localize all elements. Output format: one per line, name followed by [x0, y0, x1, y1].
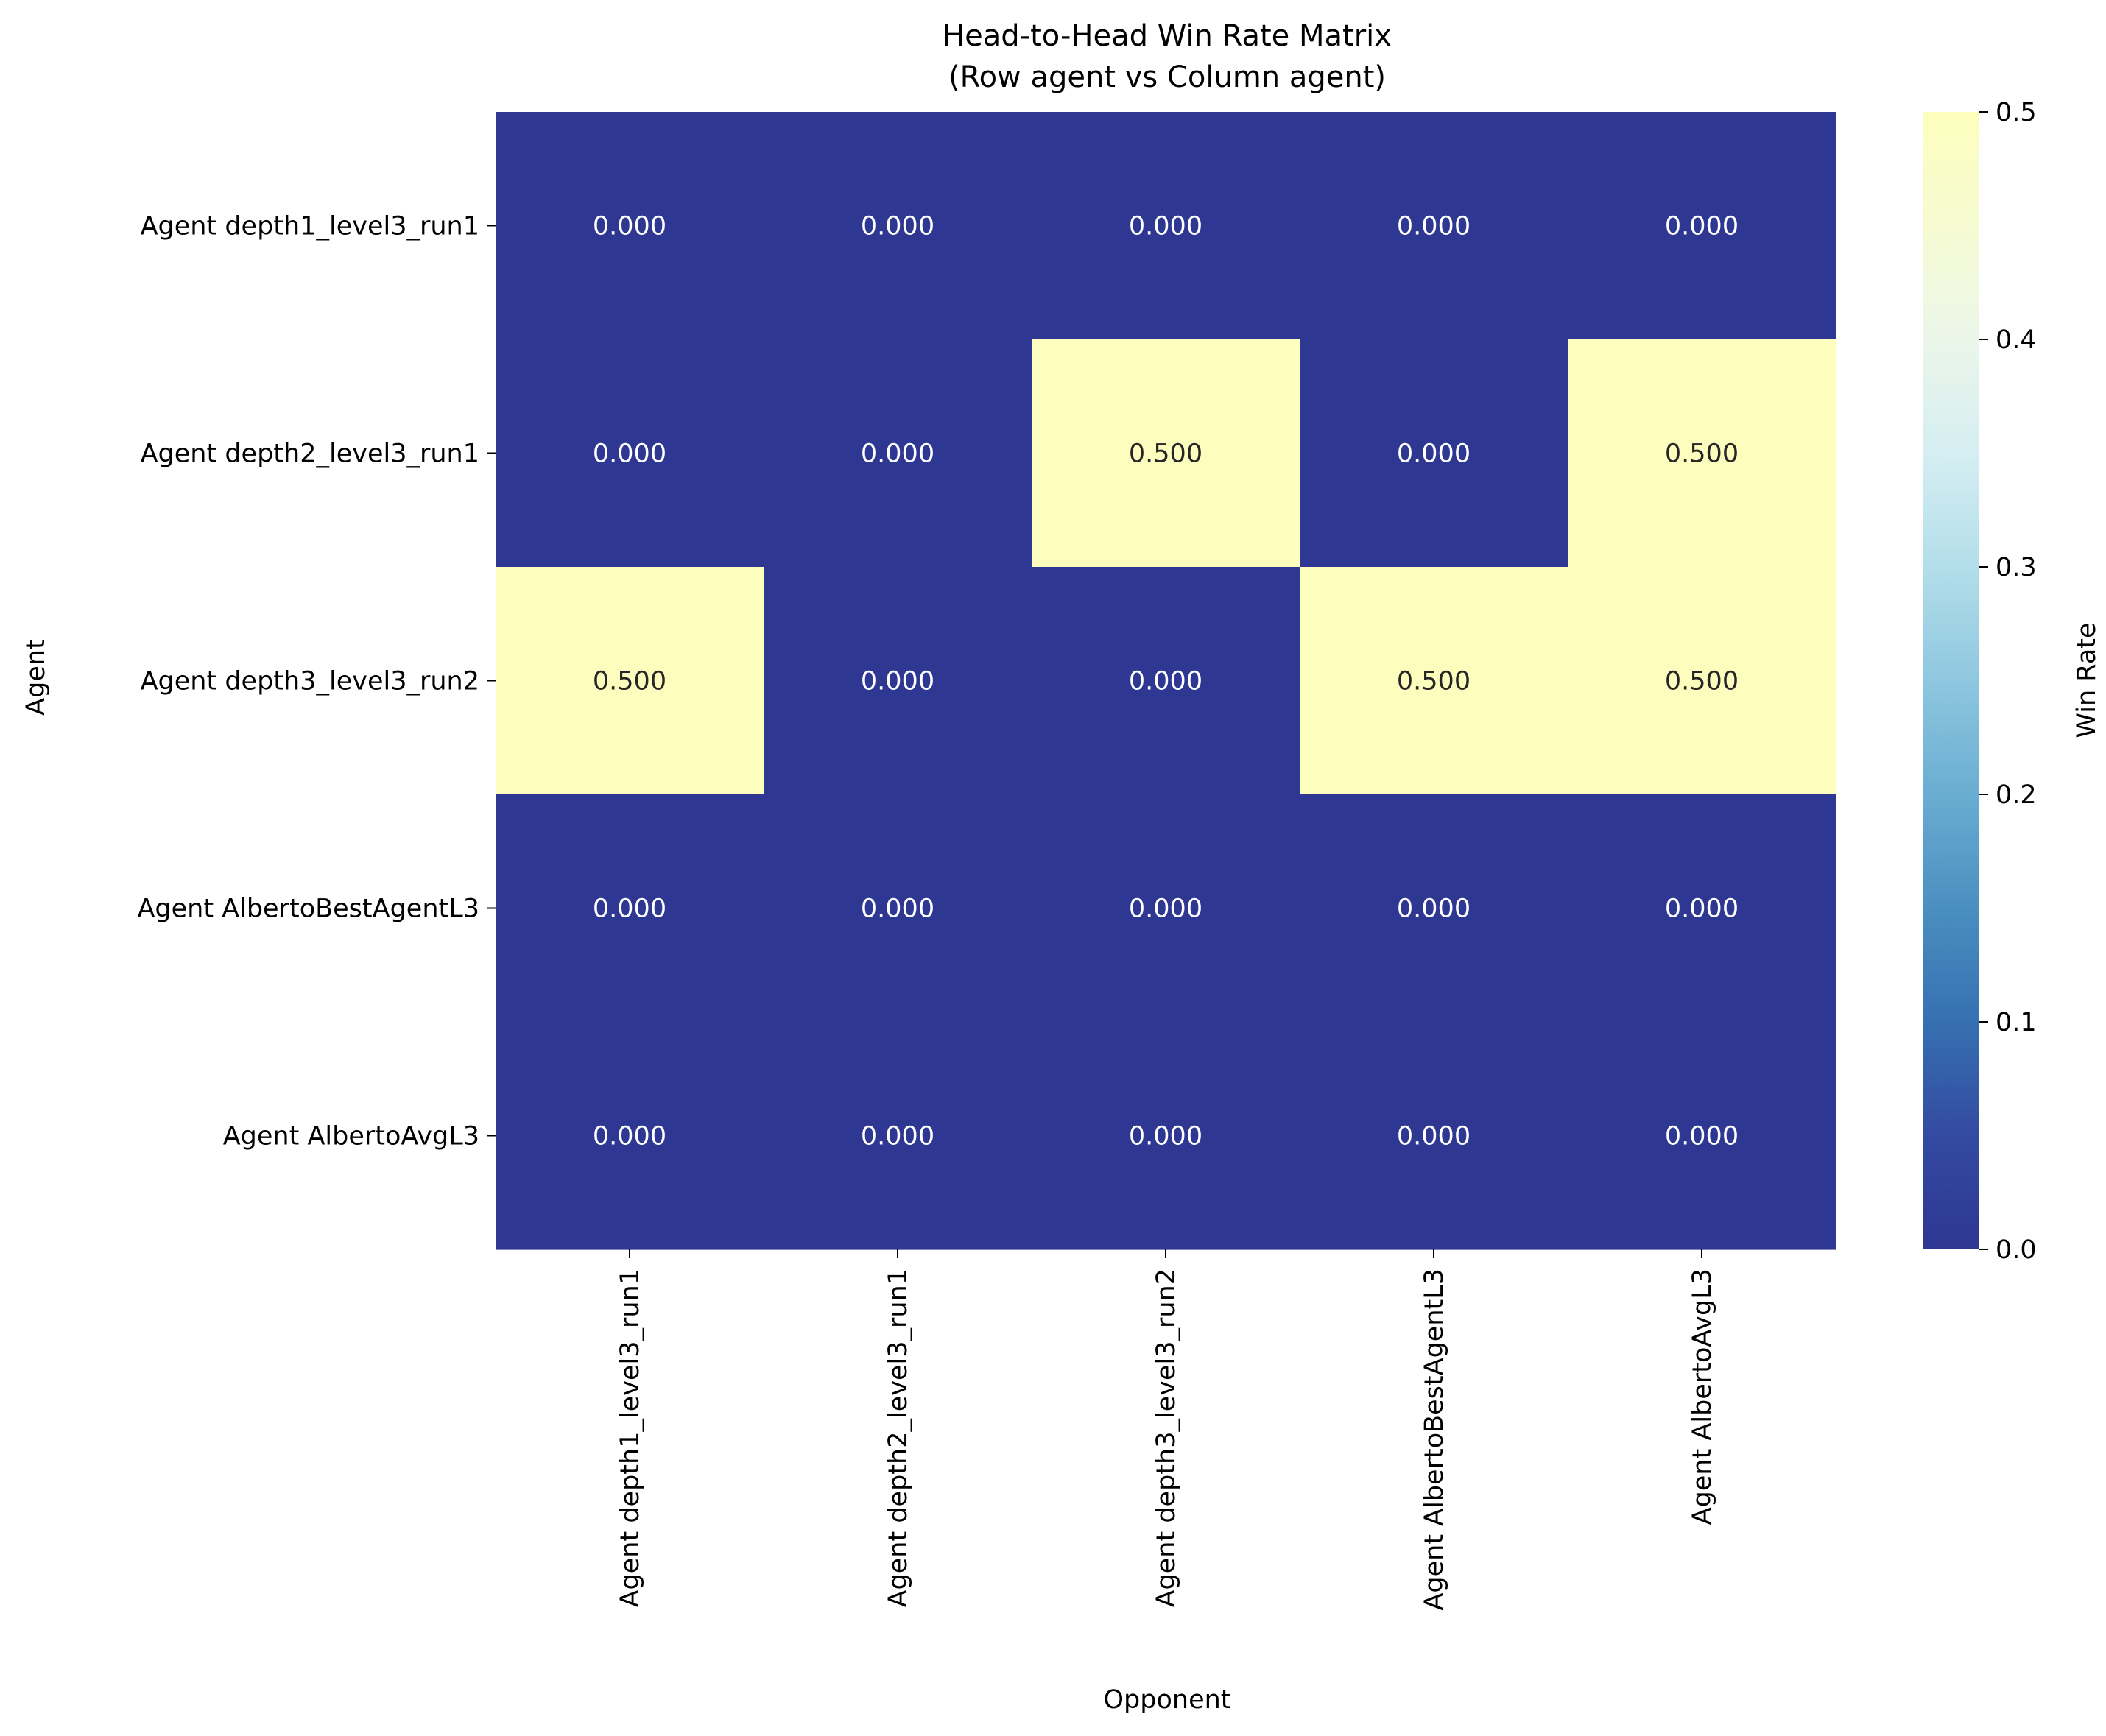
cell-value-label: 0.000: [1397, 440, 1471, 469]
heatmap-cell: [1568, 794, 1836, 1023]
cell-value-label: 0.000: [1129, 212, 1202, 241]
heatmap-cell-labels: 0.000 0.000 0.000 0.000 0.000 0.000 0.000 0.500…: [593, 212, 1739, 1151]
x-axis-label: Opponent: [1103, 1685, 1230, 1715]
y-axis-ticks: Agent depth1_level3_run1 Agent depth2_lev…: [137, 212, 496, 1151]
cell-value-label: 0.500: [1665, 440, 1739, 469]
heatmap-cell: [764, 339, 1032, 568]
heatmap-cell: [1568, 112, 1836, 340]
cell-value-label: 0.500: [593, 667, 666, 696]
x-tick-label: Agent depth1_level3_run1: [616, 1269, 645, 1607]
x-tick-label: Agent depth2_level3_run1: [884, 1269, 913, 1607]
cell-value-label: 0.000: [1397, 1122, 1471, 1151]
cell-value-label: 0.000: [593, 1122, 666, 1151]
heatmap-cell: [764, 567, 1032, 795]
cell-value-label: 0.000: [861, 212, 934, 241]
cell-value-label: 0.500: [1397, 667, 1471, 696]
cell-value-label: 0.000: [593, 895, 666, 924]
chart-subtitle: (Row agent vs Column agent): [948, 60, 1386, 94]
y-tick-label: Agent AlbertoAvgL3: [223, 1122, 479, 1151]
cell-value-label: 0.000: [861, 440, 934, 469]
x-tick-label: Agent AlbertoAvgL3: [1688, 1269, 1717, 1525]
heatmap-cell: [1032, 339, 1300, 568]
heatmap-cell: [1032, 1022, 1300, 1250]
y-tick-label: Agent depth1_level3_run1: [141, 212, 479, 241]
cell-value-label: 0.000: [1397, 212, 1471, 241]
cell-value-label: 0.000: [861, 895, 934, 924]
colorbar-label: Win Rate: [2072, 622, 2102, 738]
colorbar-tick-label: 0.4: [1996, 325, 2037, 355]
cell-value-label: 0.000: [1665, 895, 1739, 924]
y-tick-label: Agent depth2_level3_run1: [141, 440, 479, 469]
heatmap-cell: [1300, 794, 1568, 1023]
cell-value-label: 0.500: [1129, 440, 1202, 469]
x-axis-ticks: Agent depth1_level3_run1 Agent depth2_lev…: [616, 1249, 1717, 1611]
heatmap-cell: [1300, 339, 1568, 568]
colorbar-tick-label: 0.1: [1996, 1008, 2037, 1037]
cell-value-label: 0.000: [1665, 212, 1739, 241]
x-tick-label: Agent depth3_level3_run2: [1152, 1269, 1181, 1607]
cell-value-label: 0.000: [1129, 895, 1202, 924]
colorbar-ticks: 0.0 0.1 0.2 0.3 0.4 0.5: [1979, 98, 2037, 1265]
heatmap-cells: [496, 112, 1836, 1250]
heatmap-cell: [1032, 794, 1300, 1023]
heatmap-cell: [496, 339, 764, 568]
colorbar-tick-label: 0.2: [1996, 780, 2037, 810]
colorbar-tick-label: 0.0: [1996, 1235, 2037, 1265]
heatmap-cell: [496, 112, 764, 340]
heatmap-cell: [1568, 339, 1836, 568]
cell-value-label: 0.000: [1129, 1122, 1202, 1151]
heatmap-cell: [764, 1022, 1032, 1250]
heatmap-cell: [1568, 567, 1836, 795]
heatmap-cell: [764, 794, 1032, 1023]
cell-value-label: 0.000: [861, 1122, 934, 1151]
heatmap-cell: [1568, 1022, 1836, 1250]
cell-value-label: 0.000: [1397, 895, 1471, 924]
heatmap-cell: [1032, 567, 1300, 795]
colorbar-tick-label: 0.3: [1996, 553, 2037, 582]
colorbar: [1923, 112, 1979, 1249]
colorbar-tick-label: 0.5: [1996, 98, 2037, 127]
cell-value-label: 0.000: [1665, 1122, 1739, 1151]
cell-value-label: 0.500: [1665, 667, 1739, 696]
heatmap-cell: [496, 794, 764, 1023]
heatmap-cell: [496, 567, 764, 795]
cell-value-label: 0.000: [1129, 667, 1202, 696]
cell-value-label: 0.000: [593, 440, 666, 469]
y-axis-label: Agent: [21, 639, 51, 716]
heatmap-cell: [1032, 112, 1300, 340]
heatmap-cell: [1300, 1022, 1568, 1250]
y-tick-label: Agent depth3_level3_run2: [141, 667, 479, 696]
heatmap-cell: [496, 1022, 764, 1250]
heatmap-cell: [764, 112, 1032, 340]
y-tick-label: Agent AlbertoBestAgentL3: [137, 895, 479, 924]
x-tick-label: Agent AlbertoBestAgentL3: [1420, 1269, 1449, 1611]
cell-value-label: 0.000: [861, 667, 934, 696]
chart-title: Head-to-Head Win Rate Matrix: [943, 19, 1392, 53]
heatmap-cell: [1300, 567, 1568, 795]
cell-value-label: 0.000: [593, 212, 666, 241]
heatmap-cell: [1300, 112, 1568, 340]
